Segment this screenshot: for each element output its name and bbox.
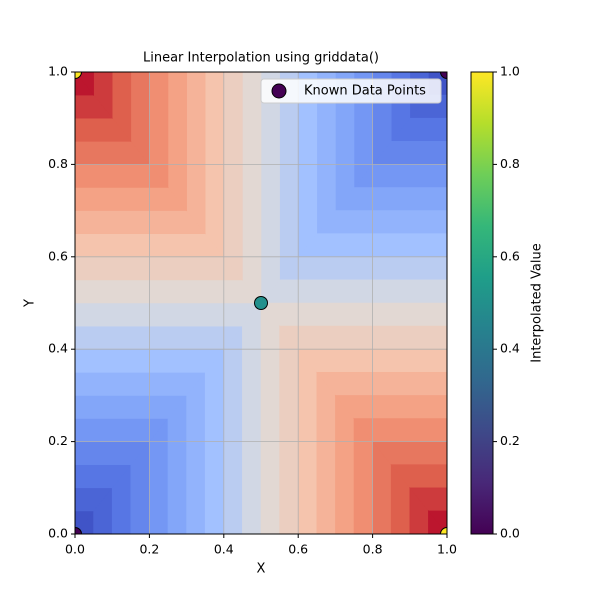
contour-band [242,302,262,534]
colorbar-tick-label: 0.8 [500,156,520,171]
contour-band [409,487,447,512]
contour-band [75,325,244,350]
contour-band [75,395,188,419]
y-axis-label: Y [23,299,38,308]
contour-band [260,72,280,304]
x-tick-label: 0.8 [363,542,383,557]
contour-band [334,187,447,211]
contour-band [75,187,188,211]
y-tick-label: 1.0 [48,64,68,79]
contour-band [316,371,336,534]
contour-band [278,256,447,281]
y-tick-label: 0.6 [48,248,68,263]
chart-title: Linear Interpolation using griddata() [143,51,379,66]
x-tick-label: 0.6 [288,542,308,557]
data-point [254,296,268,310]
y-tick-label: 0.8 [48,156,68,171]
x-tick-label: 0.0 [65,542,85,557]
contour-band [75,210,206,234]
colorbar-label: Interpolated Value [530,243,545,362]
y-tick-label: 0.0 [48,526,68,541]
contour-band [427,510,447,534]
contour-band [278,325,447,350]
contour-band [167,394,187,534]
overlay: 0.0 0.2 0.4 0.6 0.8 1.0 0.0 0.2 0.4 0.6 0.8 1.0 Know… [48,64,520,557]
contour-band [260,279,447,304]
contour-band [75,72,95,96]
contour-band [223,325,243,534]
x-tick-label: 0.2 [139,542,159,557]
colorbar [470,71,494,535]
contour-band [186,371,206,534]
contour-band [75,164,169,188]
contour-band [186,72,206,235]
contour-band [223,72,243,281]
contour-band [390,464,447,489]
legend-marker [271,83,287,99]
x-axis-label: X [257,562,266,577]
data-point [440,527,447,534]
legend-box [260,78,442,104]
x-tick-label: 0.4 [214,542,234,557]
colorbar-tick-label: 0.0 [500,526,520,541]
contour-band [75,371,206,396]
contour-band [242,72,262,304]
contour-band [260,302,447,327]
contour-band [335,394,355,534]
contour-band [260,302,280,534]
plot-area [75,72,447,534]
y-tick-label: 0.2 [48,433,68,448]
contour-band [75,117,132,142]
contour-band [75,302,262,327]
colorbar-tick-label: 0.2 [500,433,520,448]
contour-band [167,72,187,212]
contour-band [316,210,447,234]
contour-band [316,371,447,396]
contour-band [75,94,113,119]
contour-band [75,279,262,304]
data-point [440,72,447,79]
data-point [75,527,82,534]
x-tick-label: 1.0 [437,542,457,557]
colorbar-tick-label: 0.6 [500,248,520,263]
colorbar-tick-label: 1.0 [500,64,520,79]
data-point [75,72,82,79]
plot-frame [74,71,448,535]
contour-band [334,395,447,419]
contour-band [353,418,447,442]
contour-band [75,256,244,281]
colorbar-tick-label: 0.4 [500,341,520,356]
contour-band [279,325,299,534]
y-tick-label: 0.4 [48,341,68,356]
legend-label: Known Data Points [304,84,426,99]
